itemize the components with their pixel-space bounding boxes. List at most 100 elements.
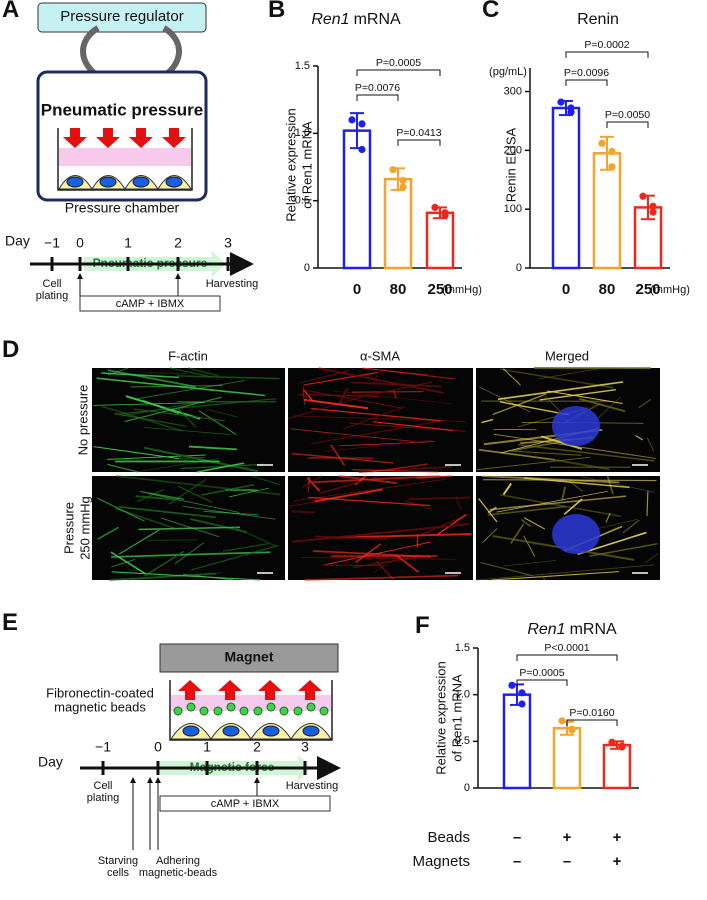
fiber	[579, 397, 626, 413]
bar	[383, 177, 413, 270]
fiber	[478, 498, 498, 523]
p-value: P=0.0002	[584, 39, 629, 51]
fiber	[318, 367, 444, 394]
fiber	[314, 488, 383, 503]
fiber	[107, 454, 206, 460]
x-tick-label: 0	[562, 281, 570, 298]
chart-title: Ren1 mRNA	[311, 11, 401, 28]
data-point	[568, 726, 576, 734]
fiber	[330, 444, 346, 466]
fiber	[502, 368, 521, 386]
fiber	[481, 475, 620, 484]
bar	[502, 693, 532, 790]
fiber	[493, 428, 537, 431]
bar	[551, 106, 581, 270]
fiber	[136, 488, 165, 503]
column-label: Merged	[545, 348, 589, 363]
bead	[173, 706, 183, 716]
fiber	[101, 405, 183, 432]
p-value: P=0.0050	[605, 109, 650, 121]
y-unit: (pg/mL)	[489, 66, 527, 78]
fiber	[500, 368, 614, 389]
p-value: P=0.0413	[396, 127, 441, 139]
panel-letter: C	[482, 0, 499, 23]
fiber	[111, 571, 261, 581]
nuclei	[182, 725, 320, 737]
fiber	[303, 371, 378, 386]
day-label: Day	[5, 233, 30, 249]
fiber	[502, 482, 512, 496]
fiber	[143, 427, 231, 435]
fiber	[373, 381, 433, 395]
fiber	[291, 523, 470, 543]
fiber	[597, 396, 621, 419]
fiber	[504, 560, 556, 567]
treatment-box	[79, 295, 221, 312]
y-tick-label: 0	[516, 262, 522, 274]
x-tick-label: 0	[353, 281, 361, 298]
y-tick-label: 1.0	[455, 689, 470, 701]
fiber	[96, 497, 145, 522]
force-arrows	[178, 680, 322, 700]
p-value: P=0.0076	[355, 82, 400, 94]
fiber	[518, 443, 655, 462]
tube	[80, 25, 100, 79]
data-point	[618, 743, 626, 751]
treatment-label: cAMP + IBMX	[116, 298, 185, 310]
day-label: Day	[38, 754, 63, 770]
fiber	[561, 486, 567, 501]
fiber	[333, 390, 453, 405]
data-point	[639, 192, 647, 200]
y-axis-label: Relative expression	[283, 108, 298, 221]
data-point	[441, 211, 449, 220]
fiber	[135, 495, 181, 501]
fiber	[107, 463, 139, 473]
p-value: P<0.0001	[544, 642, 589, 654]
factor-label: Magnets	[412, 853, 470, 870]
well	[169, 680, 333, 741]
y-axis-label: of Ren1 mRNA	[299, 121, 314, 209]
fiber	[302, 386, 305, 405]
fiber	[118, 506, 216, 519]
panel-letter: E	[2, 609, 18, 636]
nucleus	[552, 514, 600, 554]
bar	[552, 727, 582, 790]
bead	[279, 706, 289, 716]
factor-level: +	[613, 853, 622, 870]
fiber	[520, 518, 532, 528]
fiber	[480, 561, 533, 577]
fiber	[408, 496, 471, 501]
fiber	[523, 535, 536, 557]
fiber	[148, 493, 240, 513]
bead	[199, 706, 209, 716]
day-label: 0	[76, 235, 84, 251]
p-value: P=0.0005	[376, 57, 421, 69]
fiber	[111, 558, 136, 568]
factor-level: +	[613, 829, 622, 846]
fiber	[482, 528, 498, 543]
fiber	[101, 372, 179, 379]
panel-letter: A	[2, 0, 19, 23]
fiber	[169, 367, 213, 378]
fiber	[499, 401, 570, 416]
bead	[239, 706, 249, 716]
title-part: Ren1	[527, 621, 565, 638]
bead	[293, 706, 303, 716]
row-label: Pressure	[61, 502, 76, 554]
p-value: P=0.0005	[519, 667, 564, 679]
fiber	[180, 463, 264, 470]
fiber	[479, 386, 531, 413]
fiber	[107, 367, 129, 376]
panel-letter: B	[268, 0, 285, 23]
data-point	[518, 700, 526, 708]
data-point	[649, 208, 657, 216]
fiber	[121, 401, 198, 417]
regulator-label: Pressure regulator	[60, 8, 183, 25]
data-point	[518, 689, 526, 697]
fiber	[523, 517, 546, 530]
fiber	[93, 402, 206, 406]
fiber	[487, 505, 567, 516]
fiber	[580, 476, 655, 493]
column-label: F-actin	[168, 348, 208, 363]
